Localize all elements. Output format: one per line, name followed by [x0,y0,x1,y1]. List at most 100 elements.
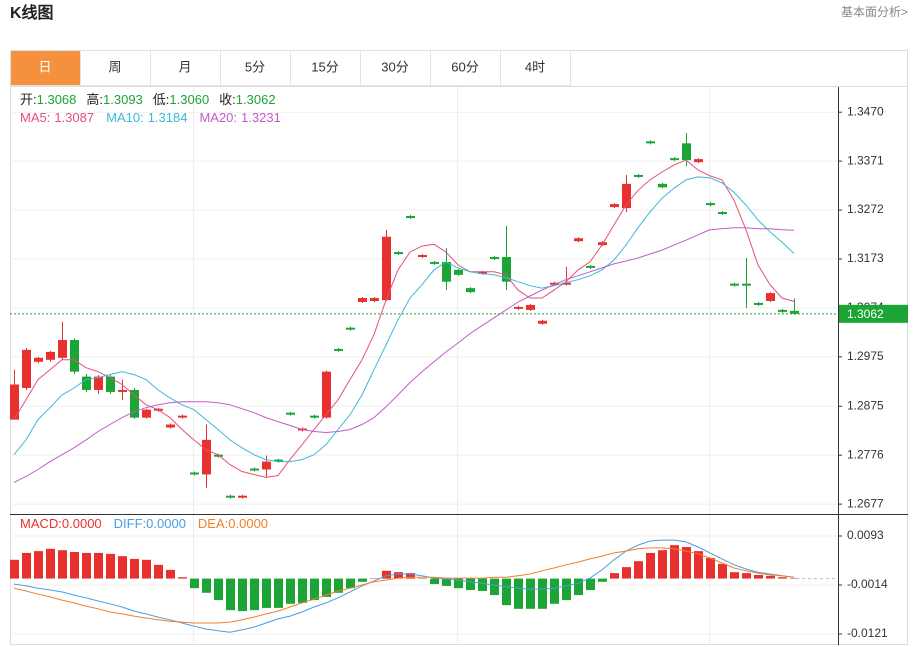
macd-bar [286,578,295,604]
candle-body [274,459,283,462]
candle-body [142,409,151,418]
candle-body [334,348,343,351]
candle-body [94,376,103,390]
ohlc-legend: 开:1.3068 高:1.3093 低:1.3060 收:1.3062 [20,92,276,107]
candle-body [358,298,367,302]
candle-body [718,212,727,215]
macd-bar [370,578,379,579]
y-tick-label: 1.2677 [847,496,884,510]
tab-background[interactable] [80,50,151,86]
macd-bar [262,578,271,608]
macd-bar [466,578,475,591]
macd-bar [670,545,679,579]
macd-bar [490,578,499,596]
macd-bar [106,553,115,579]
macd-bar [346,578,355,589]
tab[interactable]: 4时 [500,50,571,86]
candle-body [430,261,439,264]
tab[interactable]: 15分 [290,50,361,86]
candle-body [178,415,187,418]
macd-bar [562,578,571,601]
candle-body [754,302,763,305]
candle-body [646,141,655,144]
macd-bar [334,578,343,593]
candle-body [166,424,175,428]
candle-body [502,257,511,282]
macd-bar [382,570,391,579]
candle-body [562,282,571,285]
tab[interactable]: 周 [80,50,151,86]
tab-label[interactable]: 周 [108,59,121,74]
macd-bar [82,552,91,579]
candle-body [190,472,199,475]
ma-legend: MA5: 1.3087 MA10: 1.3184 MA20: 1.3231 [20,110,281,125]
candle-body [226,495,235,498]
candle-body [658,183,667,188]
macd-bar [598,578,607,582]
tab[interactable]: 月 [150,50,221,86]
tab[interactable]: 5分 [220,50,291,86]
ma-legend-value: 1.3087 [54,110,94,125]
tab-label[interactable]: 30分 [381,59,408,74]
candle-body [622,183,631,209]
y-tick-label: 1.2975 [847,349,884,363]
tab-background[interactable] [500,50,571,86]
tab[interactable]: 30分 [360,50,431,86]
candle-body [394,252,403,255]
candle-body [526,304,535,310]
ma-line [13,176,795,463]
tab-label[interactable]: 4时 [525,59,545,74]
macd-bar [406,573,415,579]
macd-bar [238,578,247,612]
tab-label[interactable]: 15分 [311,59,338,74]
fundamental-link[interactable]: 基本面分析> [841,5,908,19]
ma-legend-value: 1.3231 [241,110,281,125]
tab-label[interactable]: 日 [38,59,51,74]
panel-frame [10,50,908,645]
candle-body [118,389,127,392]
ohlc-value: 1.3068 [37,92,77,107]
macd-bar [754,574,763,579]
macd-legend: MACD:0.0000 DIFF:0.0000 DEA:0.0000 [20,516,268,531]
y-tick-label: -0.0014 [847,577,888,591]
macd-bar [58,550,67,579]
tab-label[interactable]: 月 [178,59,191,74]
tab-background[interactable] [360,50,431,86]
tab-label[interactable]: 60分 [451,59,478,74]
macd-bar [430,578,439,585]
tab-label[interactable]: 5分 [245,59,265,74]
y-tick-label: 1.3371 [847,153,884,167]
candle-body [34,357,43,362]
macd-bar [778,577,787,579]
macd-bar [634,561,643,579]
candle-body [310,415,319,418]
candle-body [730,283,739,286]
candle-body [454,269,463,275]
macd-legend-value: 0.0000 [228,516,268,531]
macd-bar [154,564,163,579]
y-tick-label: 0.0093 [847,528,884,542]
candle-body [442,261,451,282]
candle-body [490,257,499,259]
last-price-tag [839,304,908,323]
macd-bar [46,548,55,579]
y-tick-label: -0.0121 [847,626,888,640]
candle-body [262,461,271,470]
macd-bar [322,578,331,597]
candle-body [514,306,523,309]
candle-body [202,439,211,475]
tab[interactable]: 日 [10,50,81,86]
candle-body [70,340,79,372]
candle-body [682,143,691,161]
macd-bar [658,550,667,579]
candle-body [406,215,415,218]
candle-body [670,158,679,161]
macd-line [13,547,795,624]
tab[interactable]: 60分 [430,50,501,86]
tab-background[interactable] [150,50,221,86]
ohlc-label: 低: [153,92,170,107]
macd-legend-name: MACD: [20,516,62,531]
macd-bar [730,572,739,579]
macd-bar [202,578,211,593]
